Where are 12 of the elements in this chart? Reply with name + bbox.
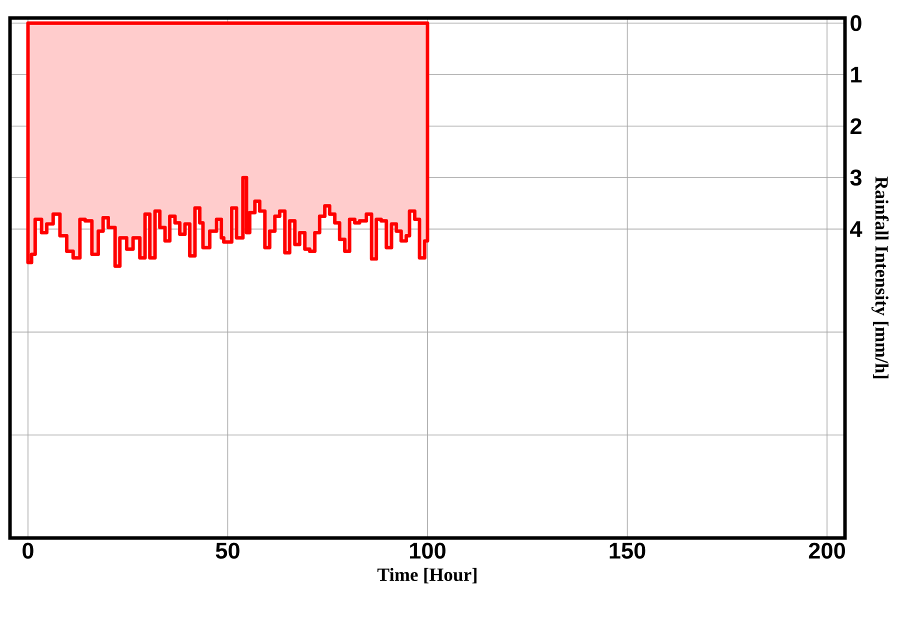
y-axis-title: Rainfall Intensity [mm/h] xyxy=(871,176,889,378)
y-tick-label: 1 xyxy=(851,66,862,82)
x-axis-title: Time [Hour] xyxy=(377,568,476,584)
x-tick-label: 100 xyxy=(410,542,446,559)
y-tick-label: 4 xyxy=(850,221,862,237)
x-tick-label: 150 xyxy=(610,542,646,559)
y-tick-label: 0 xyxy=(850,15,862,32)
x-tick-label: 0 xyxy=(22,542,34,559)
x-tick-label: 50 xyxy=(216,542,240,559)
y-tick-label: 3 xyxy=(850,170,862,186)
y-tick-label: 2 xyxy=(850,118,862,134)
x-tick-label: 200 xyxy=(808,542,845,559)
